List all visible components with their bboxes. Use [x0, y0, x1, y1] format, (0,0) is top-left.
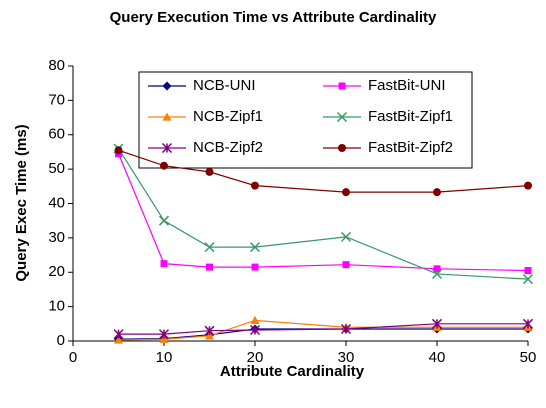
marker: [249, 242, 261, 253]
marker: [340, 231, 352, 242]
legend-label: FastBit-Zipf2: [368, 139, 453, 156]
chart-title: Query Execution Time vs Attribute Cardin…: [110, 9, 437, 26]
marker: [204, 325, 215, 336]
marker: [431, 318, 443, 329]
legend-label: FastBit-UNI: [368, 77, 446, 94]
marker: [431, 268, 443, 279]
legend-label: NCB-Zipf1: [193, 108, 263, 125]
y-tick-label: 50: [48, 160, 65, 177]
marker: [114, 335, 123, 344]
marker: [113, 329, 124, 340]
y-tick-label: 20: [48, 263, 65, 280]
marker: [205, 331, 214, 340]
marker: [250, 315, 260, 324]
marker: [114, 146, 123, 155]
y-axis-title: Query Exec Time (ms): [13, 124, 30, 281]
marker: [524, 181, 532, 190]
marker: [158, 215, 170, 226]
marker: [205, 167, 214, 176]
x-tick-label: 20: [247, 349, 264, 366]
marker: [251, 263, 259, 271]
x-tick-label: 50: [520, 349, 537, 366]
x-axis-title: Attribute Cardinality: [220, 363, 365, 380]
x-tick-label: 30: [338, 349, 355, 366]
legend-label: FastBit-Zipf1: [368, 108, 453, 125]
marker: [159, 334, 169, 343]
x-tick-label: 10: [156, 349, 173, 366]
marker: [338, 82, 346, 90]
marker: [160, 161, 168, 170]
marker: [336, 111, 348, 123]
legend-label: NCB-UNI: [193, 77, 256, 94]
marker: [161, 142, 173, 154]
y-tick-label: 80: [48, 57, 65, 74]
x-tick-label: 0: [69, 349, 77, 366]
marker: [204, 242, 215, 253]
marker: [342, 188, 350, 197]
series-line: [117, 153, 529, 272]
marker: [160, 260, 168, 268]
marker: [522, 274, 534, 285]
y-tick-label: 0: [57, 332, 65, 349]
marker: [342, 261, 350, 269]
marker: [340, 323, 352, 334]
marker: [338, 144, 346, 152]
legend-box: [138, 71, 473, 169]
marker: [249, 324, 261, 336]
y-tick-label: 10: [48, 298, 65, 315]
marker: [524, 267, 532, 275]
marker: [158, 329, 170, 340]
y-tick-label: 30: [48, 229, 65, 246]
x-tick-label: 40: [429, 349, 446, 366]
marker: [433, 188, 441, 197]
y-tick-label: 60: [48, 126, 65, 143]
marker: [251, 181, 259, 190]
marker: [162, 112, 172, 121]
marker: [522, 318, 534, 329]
legend-label: NCB-Zipf2: [193, 139, 263, 156]
marker: [433, 265, 441, 273]
y-tick-label: 40: [48, 194, 65, 211]
marker: [206, 263, 213, 271]
y-tick-label: 70: [48, 91, 65, 108]
marker: [162, 81, 172, 91]
